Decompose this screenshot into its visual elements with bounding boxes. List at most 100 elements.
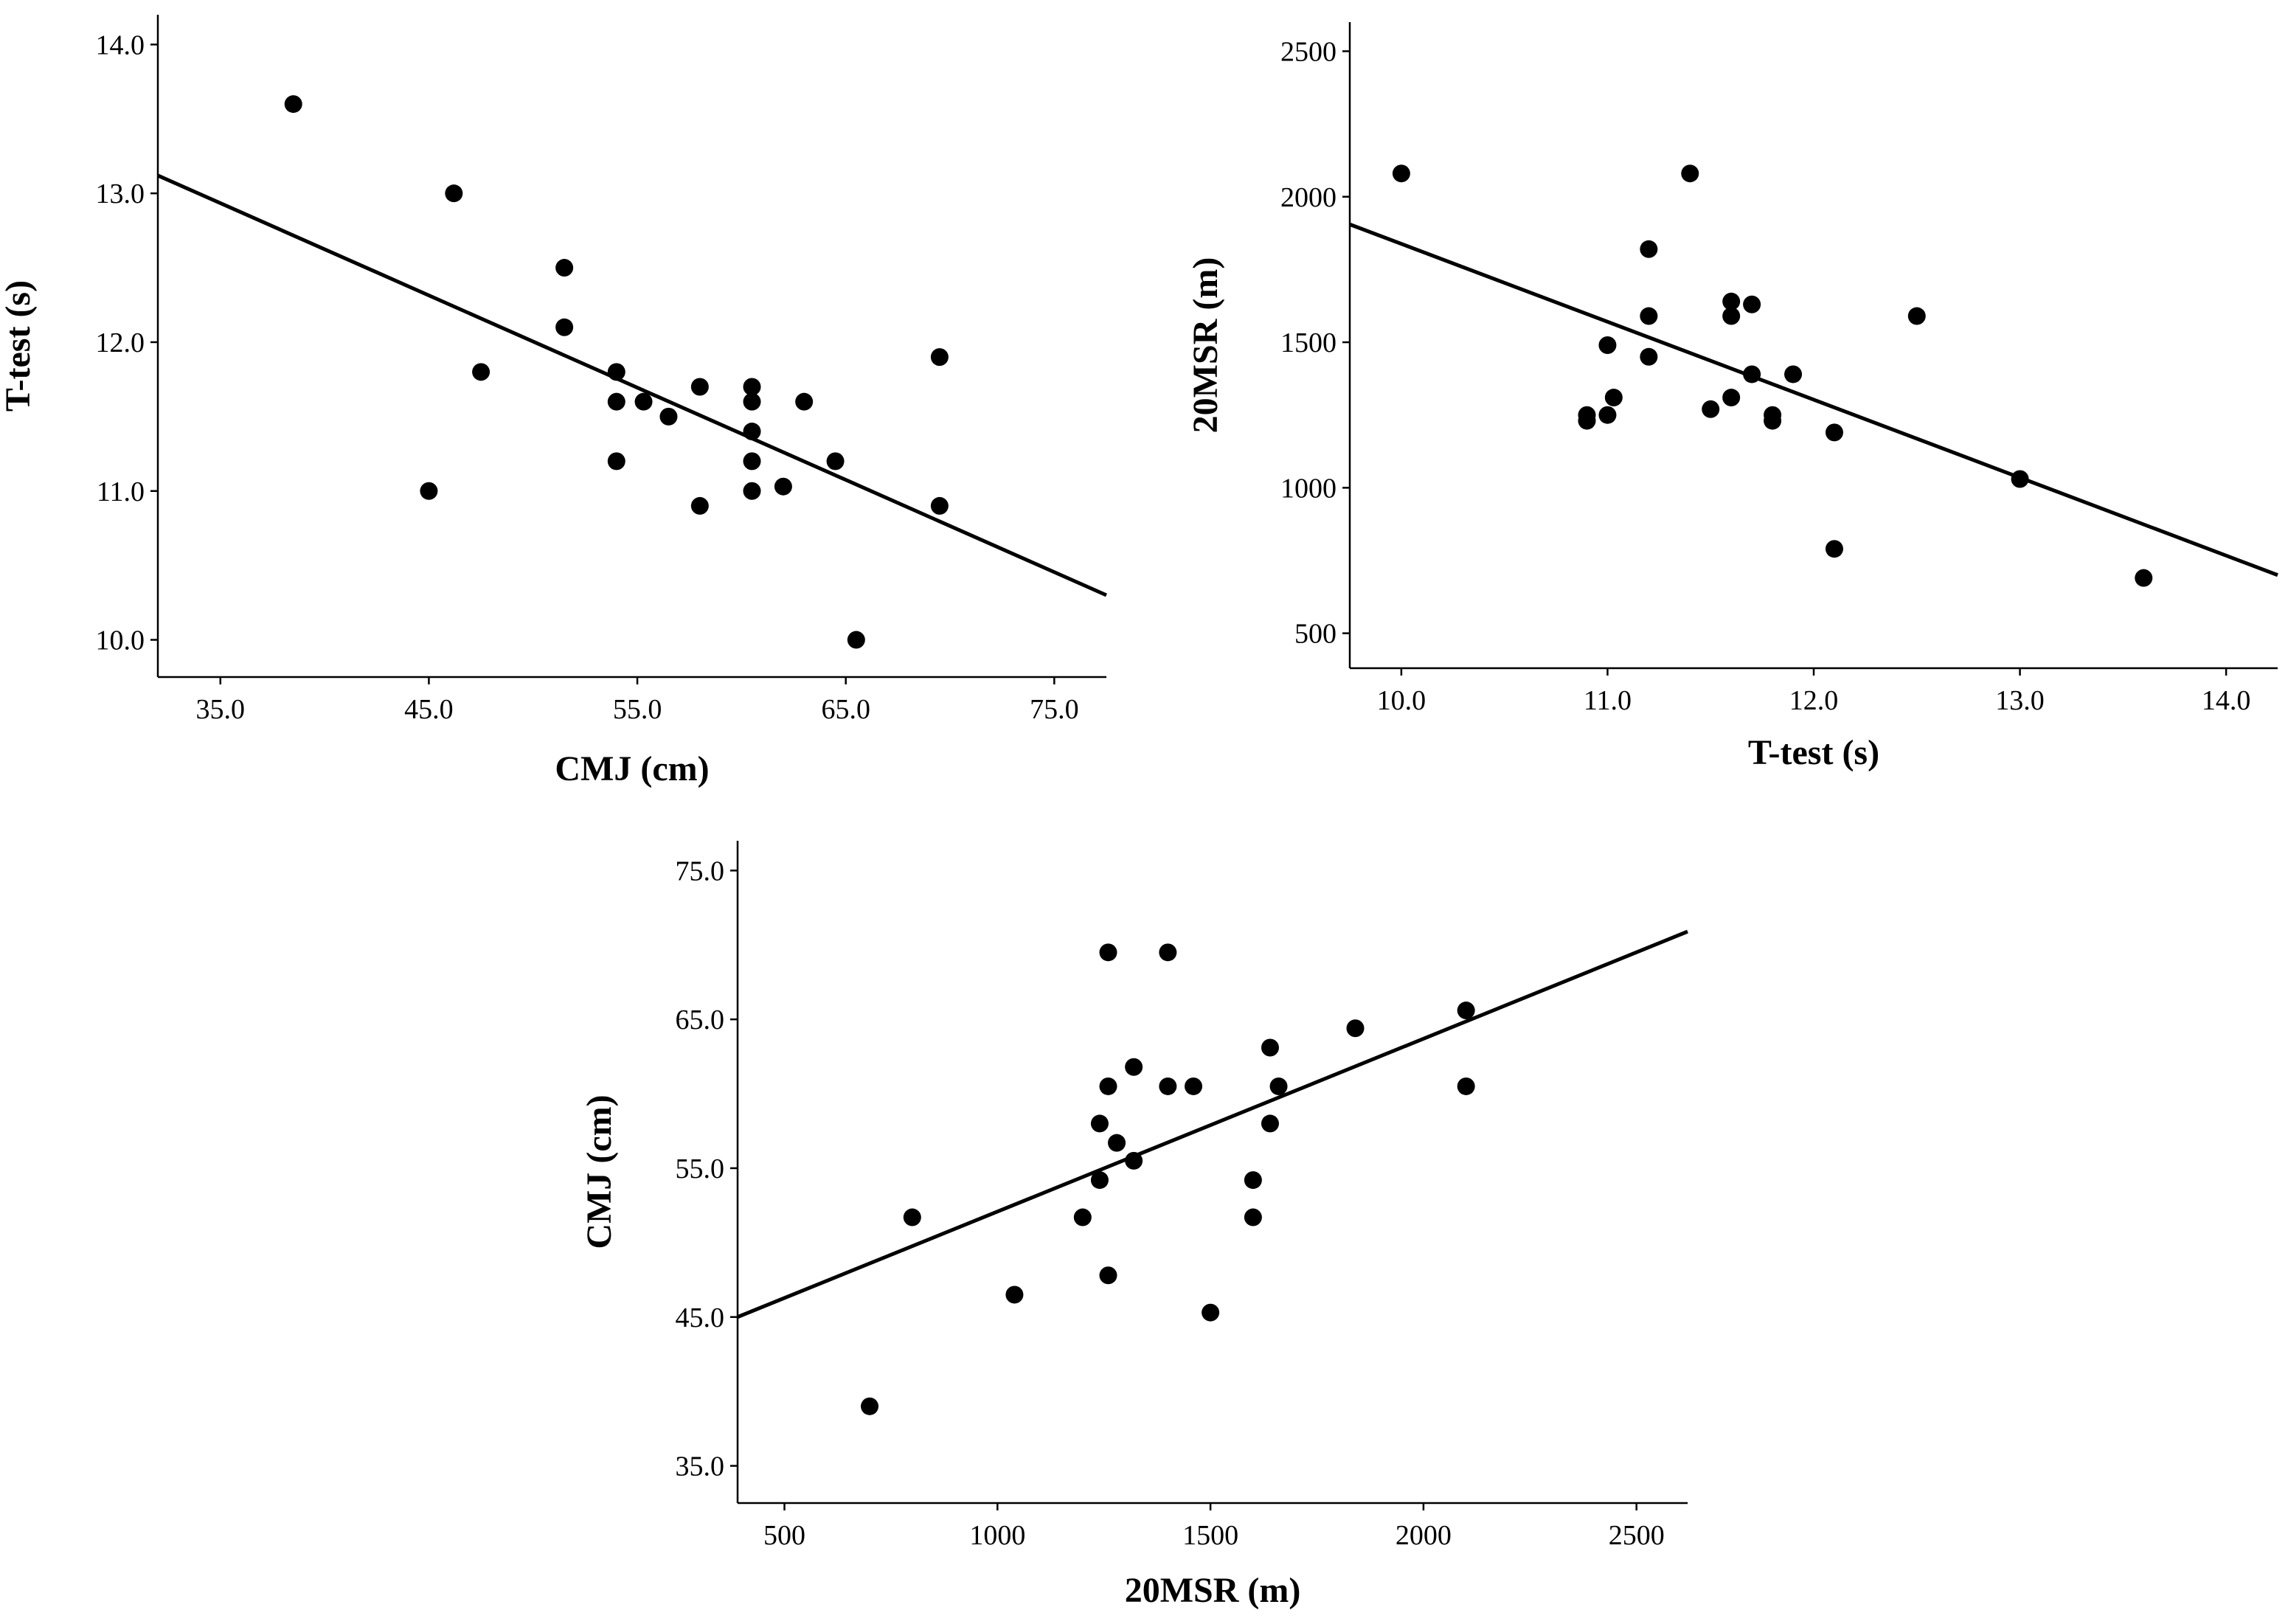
data-point bbox=[445, 184, 463, 203]
data-point bbox=[1722, 307, 1741, 325]
y-tick-label: 1500 bbox=[1280, 327, 1337, 358]
plot-cmj-vs-ttest: 35.0 45.0 55.0 65.0 75.0 10.0 11.0 12.0 13.0 14.0… bbox=[0, 15, 1108, 788]
y-tick-label: 75.0 bbox=[676, 856, 725, 886]
x-tick-label: 2500 bbox=[1609, 1520, 1665, 1551]
y-tick-label: 14.0 bbox=[96, 30, 145, 60]
data-point bbox=[1825, 423, 1843, 442]
data-point bbox=[1784, 365, 1803, 384]
plot-20msr-vs-cmj: 500 1000 1500 2000 2500 35.0 45.0 55.0 65.0 75.0 2… bbox=[580, 841, 1688, 1610]
regression-line bbox=[737, 929, 1688, 1319]
data-point bbox=[659, 407, 678, 426]
data-point bbox=[472, 363, 490, 381]
data-point bbox=[1702, 400, 1720, 418]
data-point bbox=[1090, 1114, 1109, 1133]
data-point bbox=[1073, 1208, 1092, 1226]
data-point bbox=[1159, 1077, 1177, 1095]
data-point bbox=[1099, 943, 1117, 962]
data-point bbox=[1099, 1266, 1117, 1285]
data-point bbox=[690, 496, 709, 515]
y-tick-label: 2500 bbox=[1280, 36, 1337, 67]
data-point bbox=[1099, 1077, 1117, 1095]
data-point bbox=[690, 378, 709, 396]
x-tick-label: 14.0 bbox=[2202, 685, 2251, 716]
data-point bbox=[2011, 470, 2029, 488]
y-tick-label: 55.0 bbox=[676, 1153, 725, 1184]
data-point bbox=[1722, 292, 1741, 310]
data-point bbox=[1764, 412, 1782, 430]
data-point bbox=[795, 392, 814, 411]
data-point bbox=[1125, 1058, 1143, 1076]
x-tick-label: 10.0 bbox=[1377, 685, 1426, 716]
y-tick-label: 10.0 bbox=[96, 625, 145, 656]
data-point bbox=[1244, 1208, 1262, 1226]
y-axis-title: 20MSR (m) bbox=[1186, 257, 1225, 434]
data-point bbox=[1598, 406, 1617, 424]
regression-line bbox=[1349, 222, 2278, 577]
data-point bbox=[555, 259, 574, 277]
data-point bbox=[1346, 1019, 1365, 1038]
y-tick-label: 11.0 bbox=[97, 476, 145, 507]
data-point bbox=[930, 348, 949, 367]
data-point bbox=[607, 452, 625, 471]
data-point bbox=[1269, 1077, 1288, 1095]
data-point bbox=[1907, 307, 1926, 325]
x-tick-label: 35.0 bbox=[196, 694, 246, 725]
x-tick-label: 2000 bbox=[1396, 1520, 1452, 1551]
data-point bbox=[847, 631, 865, 649]
data-point bbox=[1202, 1303, 1220, 1322]
data-point bbox=[607, 363, 625, 381]
data-point bbox=[1392, 164, 1410, 183]
data-point bbox=[826, 452, 845, 471]
data-point bbox=[1261, 1038, 1279, 1057]
x-tick-label: 500 bbox=[763, 1520, 805, 1551]
data-point bbox=[861, 1397, 879, 1415]
data-point bbox=[1743, 295, 1761, 313]
y-tick-label: 35.0 bbox=[676, 1451, 725, 1482]
y-tick-label: 500 bbox=[1294, 619, 1337, 650]
x-tick-label: 1500 bbox=[1182, 1520, 1238, 1551]
data-point bbox=[1743, 365, 1761, 384]
data-point bbox=[2135, 569, 2153, 587]
data-point bbox=[634, 392, 653, 411]
data-point bbox=[1108, 1134, 1126, 1152]
data-point bbox=[1640, 240, 1658, 258]
x-tick-label: 65.0 bbox=[821, 694, 870, 725]
data-point bbox=[743, 392, 761, 411]
data-point bbox=[1578, 412, 1596, 430]
data-point bbox=[1598, 336, 1617, 354]
x-axis-title: 20MSR (m) bbox=[1125, 1571, 1301, 1610]
x-tick-label: 45.0 bbox=[404, 694, 454, 725]
x-tick-label: 13.0 bbox=[1995, 685, 2045, 716]
data-point bbox=[1005, 1285, 1024, 1304]
y-tick-label: 45.0 bbox=[676, 1302, 725, 1333]
x-tick-label: 75.0 bbox=[1030, 694, 1079, 725]
data-point bbox=[1604, 389, 1623, 407]
data-point bbox=[1457, 1002, 1475, 1020]
data-point bbox=[1640, 307, 1658, 325]
data-point bbox=[743, 423, 761, 441]
data-point bbox=[1261, 1114, 1279, 1133]
data-point bbox=[555, 318, 574, 336]
data-point bbox=[1640, 347, 1658, 366]
y-tick-label: 65.0 bbox=[676, 1004, 725, 1035]
data-point bbox=[1457, 1077, 1475, 1095]
data-point bbox=[743, 482, 761, 500]
x-axis-title: CMJ (cm) bbox=[555, 749, 709, 788]
data-point bbox=[930, 496, 949, 515]
x-tick-label: 55.0 bbox=[613, 694, 662, 725]
x-tick-label: 1000 bbox=[969, 1520, 1025, 1551]
plot-ttest-vs-20msr: 10.0 11.0 12.0 13.0 14.0 500 1000 1500 2000 2500 T… bbox=[1186, 22, 2278, 772]
data-point bbox=[1825, 540, 1843, 558]
data-point bbox=[420, 482, 438, 500]
data-point bbox=[607, 392, 625, 411]
x-tick-label: 12.0 bbox=[1789, 685, 1839, 716]
regression-line bbox=[156, 173, 1108, 597]
data-point bbox=[903, 1208, 921, 1226]
data-point bbox=[743, 452, 761, 471]
data-point bbox=[1125, 1151, 1143, 1170]
data-point bbox=[284, 95, 302, 114]
data-point bbox=[1159, 943, 1177, 962]
data-point bbox=[1090, 1171, 1109, 1190]
y-tick-label: 2000 bbox=[1280, 182, 1337, 213]
